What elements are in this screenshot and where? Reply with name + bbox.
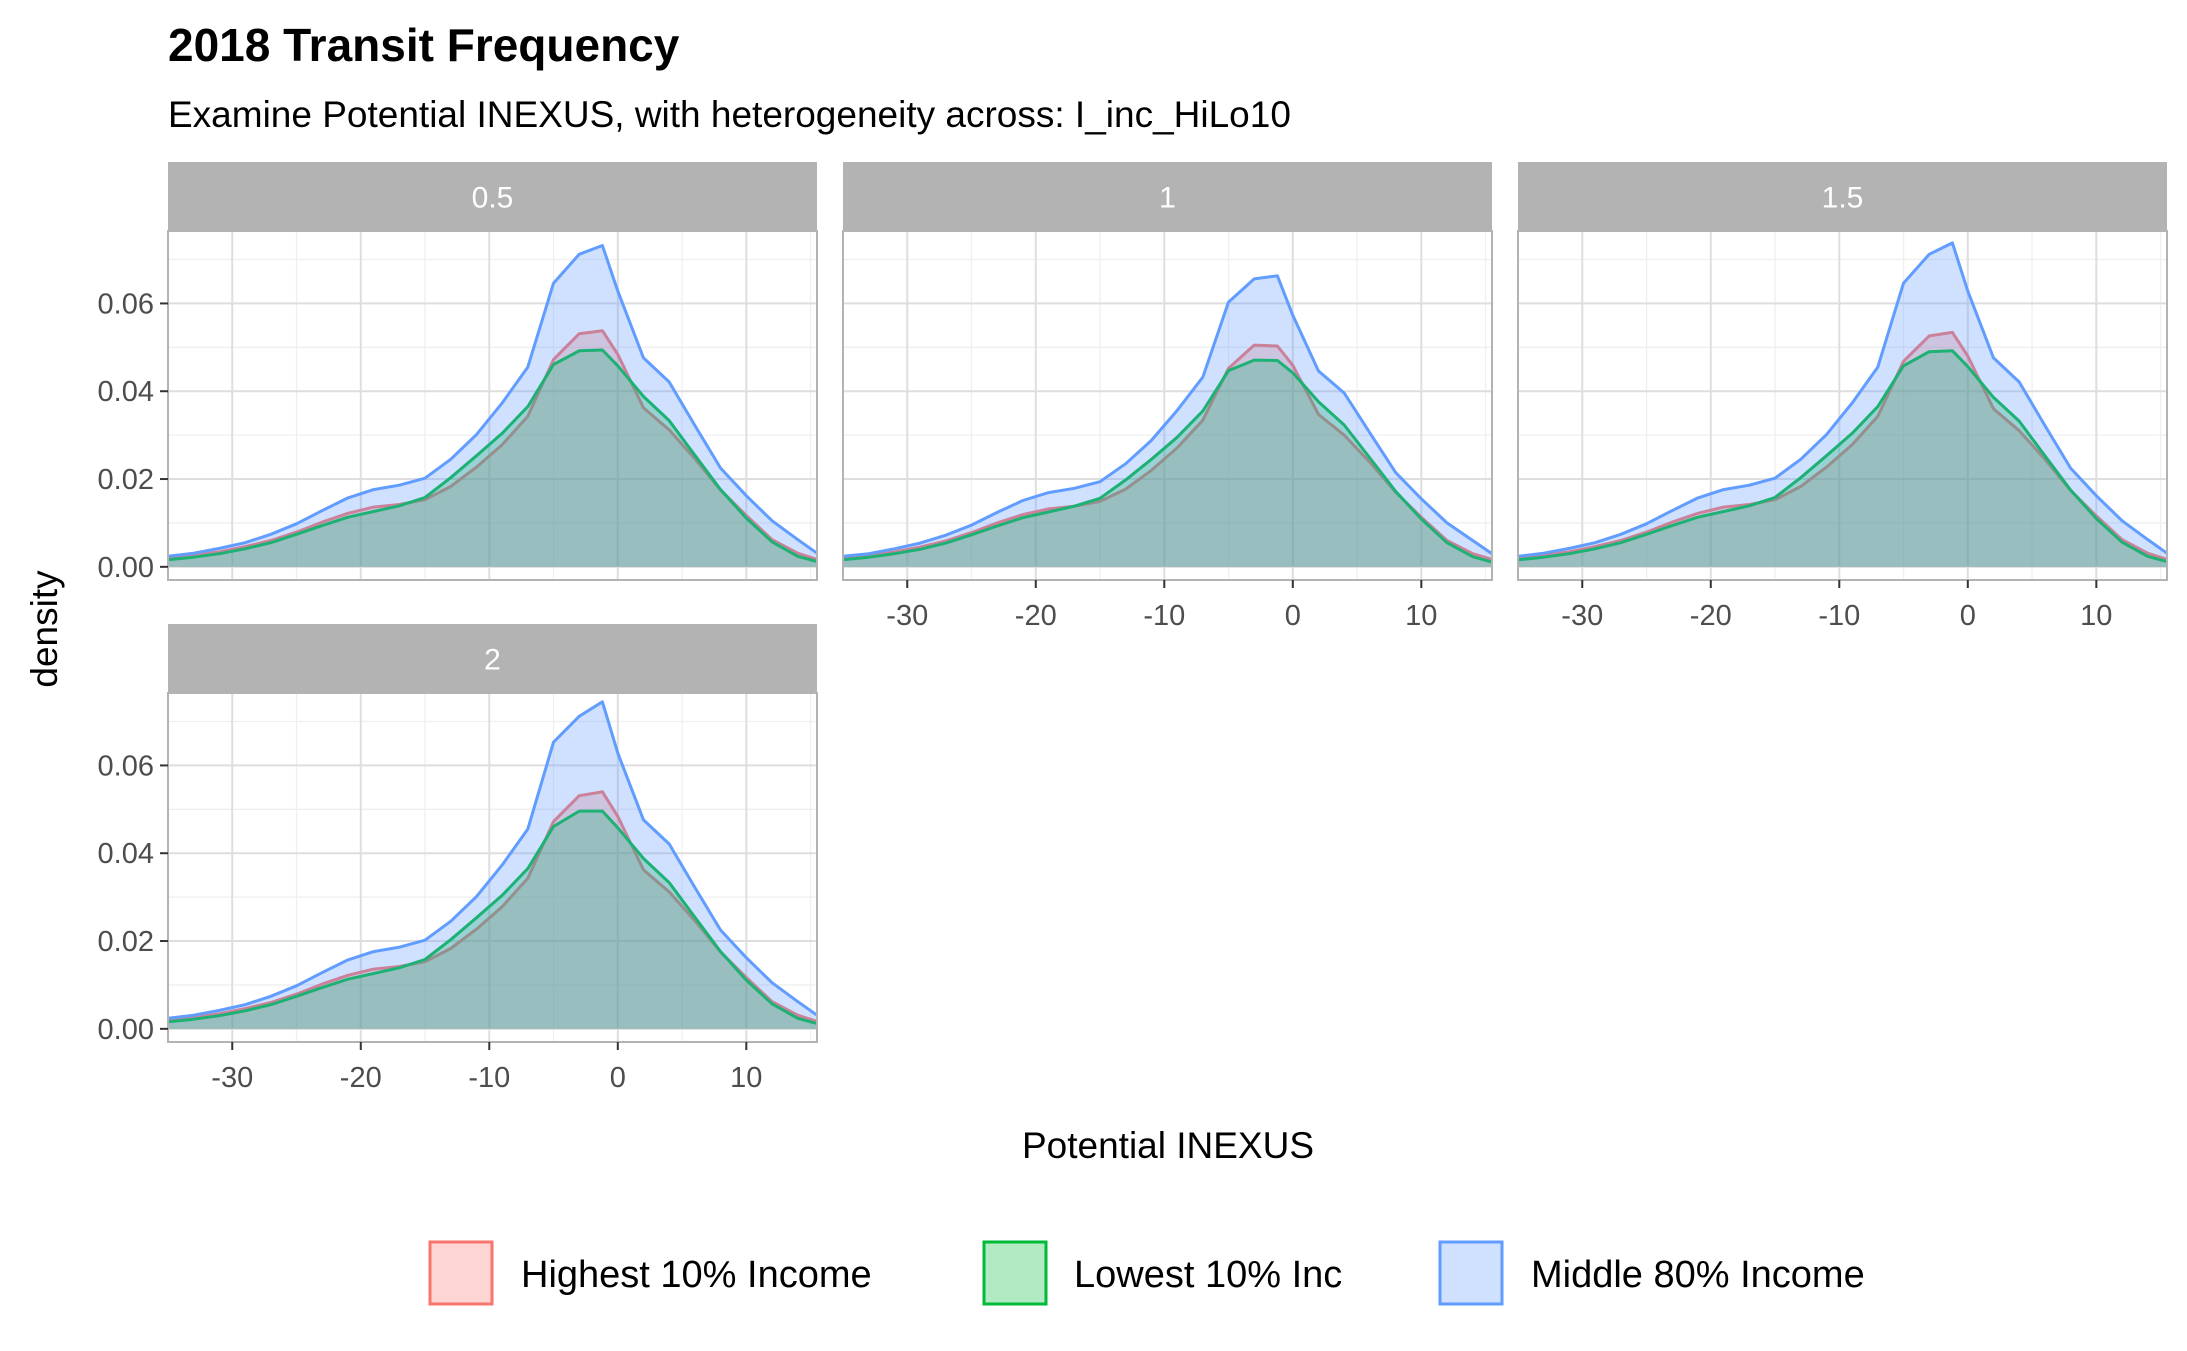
grid-lines [168, 231, 817, 580]
density-area [168, 811, 817, 1029]
x-tick-label: -30 [886, 600, 928, 632]
panel-background [1518, 231, 2167, 580]
density-area [168, 330, 817, 567]
grid-lines [1518, 231, 2167, 580]
facet-strip [168, 162, 817, 231]
density-area [843, 360, 1492, 567]
density-area [168, 245, 817, 567]
x-tick-label: -20 [340, 1062, 382, 1094]
x-tick-label: 10 [2080, 600, 2112, 632]
density-area [843, 345, 1492, 567]
density-area [168, 791, 817, 1029]
legend-item: Lowest 10% Inc [982, 1240, 1342, 1306]
panel-border [1517, 230, 2168, 581]
x-tick-label: 10 [730, 1062, 762, 1094]
x-tick-label: 0 [1285, 600, 1301, 632]
panel-background [843, 231, 1492, 580]
facet-strip [843, 162, 1492, 231]
density-line [168, 244, 817, 558]
x-tick-label: -30 [211, 1062, 253, 1094]
y-tick-label: 0.06 [98, 288, 154, 320]
density-line [1518, 241, 2167, 558]
legend-key-background [1438, 1240, 1504, 1306]
y-axis-title: density [24, 570, 65, 688]
facet-panel: 1 -30 -20 -10 0 10 [842, 162, 1493, 632]
x-axis-title: Potential INEXUS [1022, 1125, 1314, 1166]
panel-border [842, 230, 1493, 581]
x-tick-label: -10 [1818, 600, 1860, 632]
density-areas [168, 244, 817, 567]
density-line [843, 358, 1492, 564]
chart-subtitle: Examine Potential INEXUS, with heterogen… [168, 94, 1291, 135]
facet-strip [1518, 162, 2167, 231]
y-tick-label: 0.00 [98, 1014, 154, 1046]
density-area [168, 350, 817, 567]
y-tick-label: 0.00 [98, 552, 154, 584]
y-tick-label: 0.02 [98, 464, 154, 496]
panel-background [168, 231, 817, 580]
facet-panel: 2 0.00 0.02 0.04 0.06 -30 -20 -10 0 10 [98, 624, 818, 1094]
panel-border [167, 230, 818, 581]
legend-label: Lowest 10% Inc [1074, 1254, 1342, 1296]
grid-lines [168, 693, 817, 1042]
facet-strip-label: 0.5 [472, 182, 514, 215]
legend-item: Highest 10% Income [428, 1240, 872, 1306]
y-tick-label: 0.04 [98, 376, 154, 408]
x-tick-label: 10 [1405, 600, 1437, 632]
facet-panels: 0.5 0.00 0.02 0.04 0.06 1 -30 -20 -10 0 10 1.5 -30 -2… [98, 162, 2168, 1094]
facet-panel: 1.5 -30 -20 -10 0 10 [1517, 162, 2168, 632]
density-area [1518, 242, 2167, 567]
legend-swatch [982, 1240, 1048, 1306]
panel-background [168, 693, 817, 1042]
density-areas [168, 700, 817, 1029]
facet-strip [168, 624, 817, 693]
legend-key-background [428, 1240, 494, 1306]
density-area [1518, 350, 2167, 567]
legend-label: Highest 10% Income [521, 1254, 872, 1296]
density-areas [1518, 241, 2167, 567]
chart-title: 2018 Transit Frequency [168, 19, 680, 71]
density-line [843, 274, 1492, 558]
panel-border [167, 692, 818, 1043]
legend-key-background [982, 1240, 1048, 1306]
density-areas [843, 274, 1492, 567]
legend-item: Middle 80% Income [1438, 1240, 1865, 1306]
legend-swatch [428, 1240, 494, 1306]
x-tick-label: -10 [468, 1062, 510, 1094]
x-tick-label: 0 [610, 1062, 626, 1094]
x-tick-label: -20 [1015, 600, 1057, 632]
y-tick-label: 0.06 [98, 750, 154, 782]
density-area [843, 275, 1492, 567]
density-line [168, 700, 817, 1020]
facet-panel: 0.5 0.00 0.02 0.04 0.06 [98, 162, 818, 584]
density-line [168, 809, 817, 1026]
x-tick-label: -20 [1690, 600, 1732, 632]
x-tick-label: -30 [1561, 600, 1603, 632]
density-area [168, 701, 817, 1029]
density-line [168, 348, 817, 564]
y-tick-label: 0.02 [98, 926, 154, 958]
x-tick-label: 0 [1960, 600, 1976, 632]
legend-swatch [1438, 1240, 1504, 1306]
facet-strip-label: 2 [484, 644, 501, 677]
density-line [1518, 349, 2167, 564]
legend: Highest 10% Income Lowest 10% Inc Middle 8… [428, 1240, 1865, 1306]
facet-strip-label: 1 [1159, 182, 1176, 215]
y-tick-label: 0.04 [98, 838, 154, 870]
density-area [1518, 332, 2167, 567]
legend-label: Middle 80% Income [1531, 1254, 1865, 1296]
facet-strip-label: 1.5 [1822, 182, 1864, 215]
x-tick-label: -10 [1143, 600, 1185, 632]
